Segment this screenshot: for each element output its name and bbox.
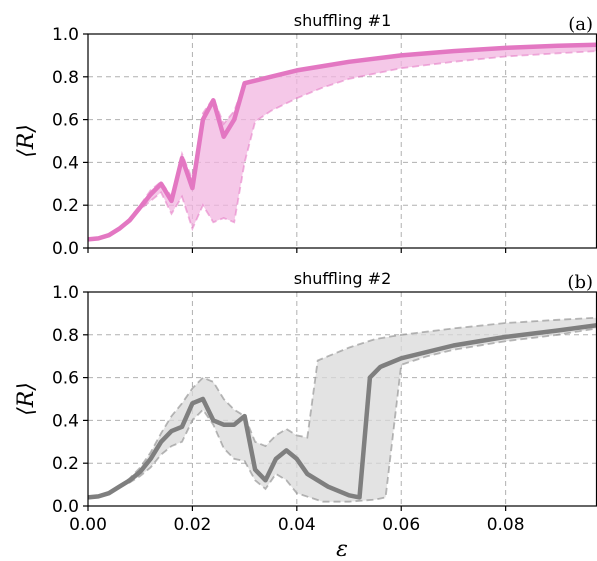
y-tick-label: 0.2 — [52, 454, 79, 474]
y-tick-label: 0.4 — [52, 153, 79, 173]
confidence-band — [88, 317, 597, 502]
x-tick-label: 0.08 — [487, 515, 525, 535]
lower-bound-line — [87, 327, 597, 503]
confidence-band — [88, 43, 597, 240]
y-tick-label: 0.2 — [52, 196, 79, 216]
y-tick-label: 1.0 — [52, 25, 79, 45]
y-tick-label: 0.4 — [52, 411, 79, 431]
y-tick-label: 0.0 — [52, 239, 79, 259]
mean-line — [87, 42, 597, 242]
y-tick-label: 1.0 — [52, 283, 79, 303]
y-axis-label: ⟨R⟩ — [14, 382, 39, 416]
y-tick-label: 0.8 — [52, 326, 79, 346]
mean-line — [87, 322, 597, 500]
x-tick-label: 0.02 — [173, 515, 211, 535]
x-axis-label: ε — [336, 537, 348, 561]
y-tick-label: 0.0 — [52, 497, 79, 517]
panel-label: (a) — [568, 14, 593, 35]
panel-a: 0.0 0.2 0.4 0.6 0.8 1.0 shuffling #1 (a) ⟨R⟩ — [14, 11, 597, 259]
y-tick-label: 0.6 — [52, 369, 79, 389]
x-tick-label: 0.00 — [69, 515, 107, 535]
panel-b: 0.0 0.2 0.4 0.6 0.8 1.0 0.00 0.02 0.04 0.06 0.08 sh… — [14, 269, 597, 535]
y-tick-label: 0.8 — [52, 68, 79, 88]
y-tick-label: 0.6 — [52, 111, 79, 131]
panel-title: shuffling #2 — [294, 269, 392, 288]
panel-label: (b) — [567, 272, 593, 293]
x-tick-label: 0.06 — [382, 515, 420, 535]
panel-title: shuffling #1 — [294, 11, 392, 30]
y-axis-label: ⟨R⟩ — [14, 124, 39, 158]
x-tick-label: 0.04 — [278, 515, 316, 535]
